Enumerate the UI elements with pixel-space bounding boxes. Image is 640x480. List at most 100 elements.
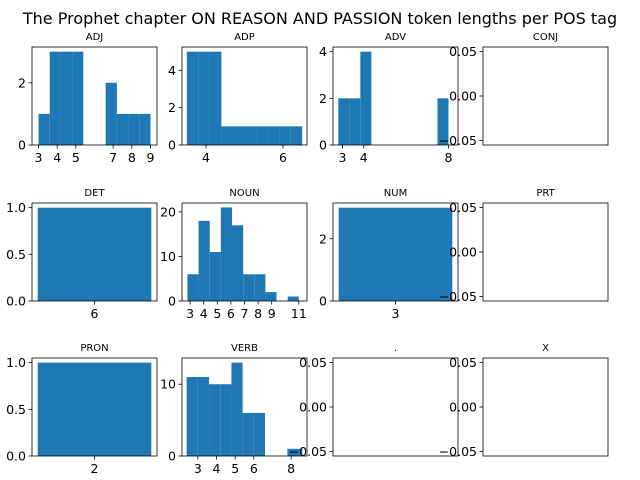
bar-adj-6	[128, 113, 140, 145]
xtick-label-pron-0: 2	[91, 461, 99, 476]
ytick-label-adj-0: 0	[18, 138, 26, 153]
ytick-label-pron-0: 0.0	[6, 449, 26, 464]
ytick-label-x-2: −0.05	[439, 444, 477, 459]
xtick-label-verb-4: 8	[287, 461, 295, 476]
subplot-pron: PRON 2 0.0 0.5 1.0	[6, 343, 158, 476]
xtick-label-noun-5: 8	[254, 306, 262, 321]
bar-verb-7	[287, 448, 299, 456]
ytick-label-num-0: 0	[319, 294, 327, 309]
ytick-label-conj-0: 0.05	[449, 44, 477, 59]
subplot-conj: CONJ 0.05 0.00 −0.05	[439, 32, 609, 148]
bar-noun-2	[209, 252, 221, 301]
ytick-label-pron-2: 1.0	[6, 355, 26, 370]
xtick-label-adj-1: 4	[53, 150, 61, 165]
bar-adp-8	[279, 126, 291, 145]
ytick-label-det-2: 1.0	[6, 200, 26, 215]
xtick-label-adj-5: 9	[146, 150, 154, 165]
ytick-label-adv-2: 4	[319, 44, 327, 59]
bar-verb-1	[197, 377, 210, 456]
ytick-label-prt-1: 0.00	[449, 245, 477, 260]
bar-noun-4	[232, 225, 244, 301]
bar-adj-2	[60, 51, 73, 145]
bar-noun-6	[254, 274, 266, 301]
subplot-adj: ADJ 3 4 5 7 8 9 0 2	[18, 32, 158, 165]
ytick-label-verb-1: 10	[160, 377, 176, 392]
bar-adv-2	[360, 51, 372, 145]
ytick-label-punct-0: 0.05	[299, 355, 327, 370]
bar-adj-0	[38, 113, 50, 145]
bar-adj-7	[139, 113, 151, 145]
ytick-label-verb-0: 0	[168, 449, 176, 464]
xtick-label-adv-2: 8	[444, 150, 452, 165]
subplot-title-pron: PRON	[80, 343, 108, 354]
ytick-label-x-1: 0.00	[449, 400, 477, 415]
bar-noun-1	[198, 220, 210, 301]
bar-verb-2	[209, 384, 221, 456]
ytick-label-adp-0: 0	[168, 138, 176, 153]
axes-frame-verb	[181, 357, 308, 457]
subplot-title-x: X	[542, 343, 549, 354]
xtick-label-adj-3: 7	[109, 150, 117, 165]
xtick-label-det-0: 6	[91, 306, 99, 321]
bar-adj-1	[49, 51, 61, 145]
xtick-label-adv-1: 4	[360, 150, 368, 165]
subplot-title-adj: ADJ	[86, 32, 104, 43]
ytick-label-prt-2: −0.05	[439, 289, 477, 304]
subplot-title-det: DET	[84, 188, 105, 199]
bar-adp-0	[186, 51, 199, 145]
bar-verb-5	[242, 412, 254, 456]
bar-adp-2	[209, 51, 222, 145]
ytick-label-adp-1: 2	[168, 100, 176, 115]
xtick-label-verb-3: 6	[250, 461, 258, 476]
subplot-title-verb: VERB	[231, 343, 258, 354]
subplot-title-adp: ADP	[234, 32, 255, 43]
ytick-label-noun-1: 10	[160, 249, 176, 264]
subplot-title-prt: PRT	[536, 188, 555, 199]
xtick-label-adp-0: 4	[202, 150, 210, 165]
bar-adj-5	[116, 113, 129, 145]
subplot-num: NUM 3 0 2	[319, 188, 459, 321]
subplot-title-punct: .	[394, 343, 397, 354]
bar-adp-7	[267, 126, 280, 145]
bar-verb-3	[220, 384, 232, 456]
xtick-label-verb-2: 5	[231, 461, 239, 476]
subplot-title-noun: NOUN	[229, 188, 259, 199]
bar-noun-0	[187, 274, 199, 301]
ytick-label-punct-1: 0.00	[299, 400, 327, 415]
bar-verb-0	[186, 377, 198, 456]
subplot-x: X 0.05 0.00 −0.05	[439, 343, 609, 459]
ytick-label-punct-2: −0.05	[289, 444, 327, 459]
ytick-label-adj-1: 2	[18, 75, 26, 90]
subplot-noun: NOUN 3 4 5 6 7 8 9 11 0 10 20	[160, 188, 308, 321]
subplot-verb: VERB 3 4 5 6 8 0 10	[160, 343, 308, 476]
axes-frame-adv	[332, 46, 459, 146]
subplot-det: DET 6 0.0 0.5 1.0	[6, 188, 158, 321]
bar-adp-9	[290, 126, 303, 145]
bar-adv-0	[338, 98, 350, 145]
xtick-label-noun-7: 11	[291, 306, 307, 321]
ytick-label-num-1: 2	[319, 231, 327, 246]
ytick-label-prt-0: 0.05	[449, 200, 477, 215]
bar-adj-4	[105, 82, 117, 145]
xtick-label-adp-1: 6	[279, 150, 287, 165]
bar-adp-5	[244, 126, 257, 145]
bar-num-0	[338, 207, 453, 301]
ytick-label-conj-2: −0.05	[439, 133, 477, 148]
xtick-label-noun-0: 3	[186, 306, 194, 321]
ytick-label-x-0: 0.05	[449, 355, 477, 370]
bar-adp-6	[256, 126, 268, 145]
bar-det-0	[37, 207, 152, 301]
xtick-label-noun-6: 9	[268, 306, 276, 321]
xtick-label-adj-0: 3	[35, 150, 43, 165]
bar-verb-6	[253, 412, 266, 456]
ytick-label-pron-1: 0.5	[6, 402, 26, 417]
bar-adj-3	[72, 51, 84, 145]
xtick-label-num-0: 3	[392, 306, 400, 321]
bar-noun-7	[265, 292, 277, 301]
xtick-label-adj-4: 8	[128, 150, 136, 165]
ytick-label-det-1: 0.5	[6, 247, 26, 262]
xtick-label-noun-3: 6	[227, 306, 235, 321]
ytick-label-noun-0: 0	[168, 294, 176, 309]
